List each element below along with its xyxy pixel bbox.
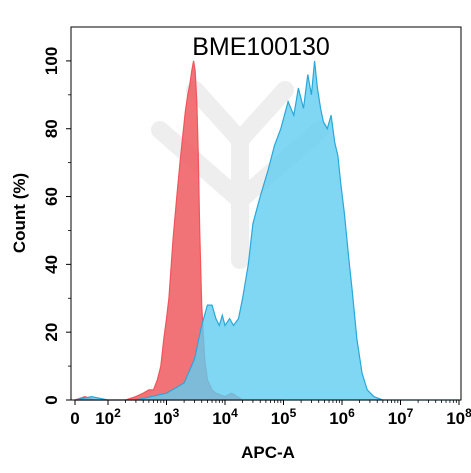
y-tick-label: 40 [42,255,61,274]
y-tick-label: 60 [42,187,61,206]
x-tick-label: 106 [329,406,355,428]
x-tick-label: 105 [271,406,297,428]
x-tick-label: 0 [70,409,79,428]
y-tick-label: 100 [42,47,61,75]
y-tick-label: 20 [42,323,61,342]
x-tick-label: 107 [388,406,414,428]
y-axis: 0 20 40 60 80 100 [42,47,71,405]
histogram-series-blue [74,60,459,401]
plot-area [74,60,459,401]
x-axis-label: APC-A [241,443,295,462]
x-tick-label: 104 [212,406,238,428]
x-tick-label: 103 [154,406,180,428]
y-tick-label: 0 [42,395,61,404]
y-axis-label: Count (%) [10,173,29,253]
x-tick-label: 102 [95,406,121,428]
x-tick-label: 108 [446,406,471,428]
y-tick-label: 80 [42,119,61,138]
chart-title: BME100130 [192,33,330,61]
x-axis: 0 102 103 104 105 106 107 108 [70,400,471,428]
